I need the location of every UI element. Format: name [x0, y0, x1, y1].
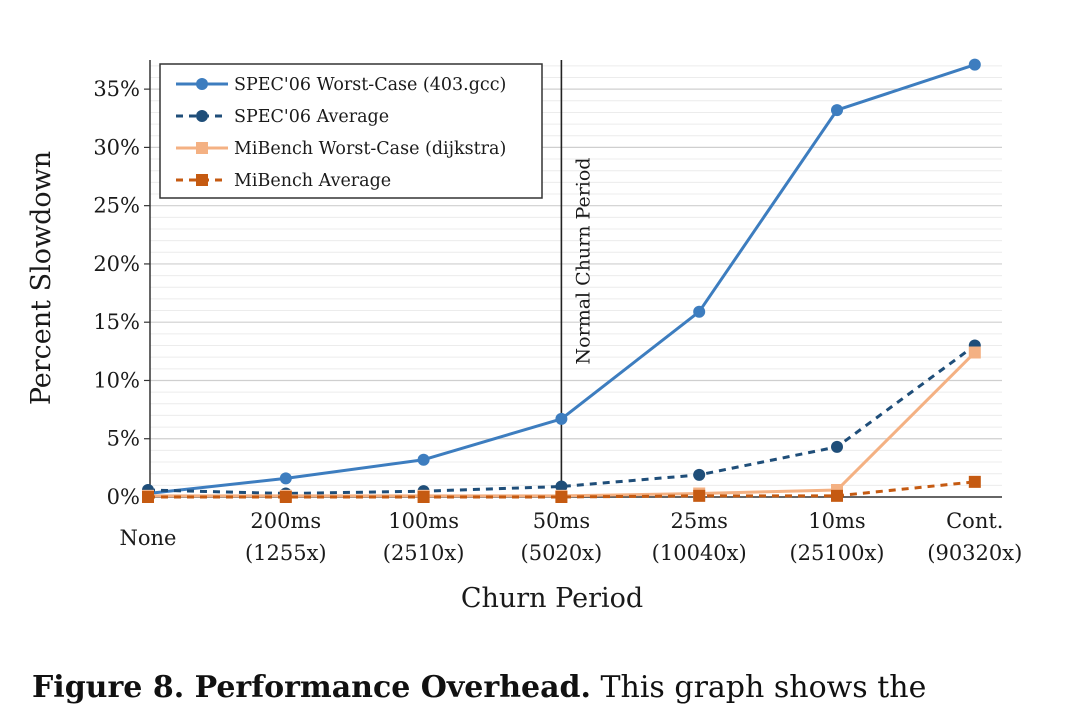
x-tick-label: Cont. [946, 509, 1003, 533]
y-tick-labels: 0% 5% 10% 15% 20% 25% 30% 35% [93, 77, 140, 509]
x-axis-title: Churn Period [461, 583, 643, 614]
x-tick-label: 50ms [533, 509, 590, 533]
series-3 [142, 475, 981, 503]
legend-item: SPEC'06 Average [176, 107, 389, 127]
x-tick-label: 100ms [388, 509, 459, 533]
x-tick-sublabel: (5020x) [521, 541, 603, 565]
legend-item: MiBench Average [176, 171, 391, 191]
data-point [279, 472, 292, 485]
y-tick-label: 15% [93, 310, 140, 334]
legend: SPEC'06 Worst-Case (403.gcc) SPEC'06 Aver… [159, 63, 543, 199]
legend-marker [196, 142, 208, 154]
data-point [968, 346, 981, 359]
legend-label: SPEC'06 Worst-Case (403.gcc) [234, 75, 506, 95]
caption-text: This graph shows the [590, 670, 927, 705]
x-tick-labels: None 200ms (1255x) 100ms (2510x) 50ms (5020x) 2… [120, 509, 1023, 565]
y-tick-label: 30% [93, 135, 140, 159]
figure-caption: Figure 8. Performance Overhead. This gra… [32, 670, 926, 705]
x-tick-sublabel: (90320x) [927, 541, 1022, 565]
data-point [555, 412, 568, 425]
data-point [693, 489, 706, 502]
caption-bold: Figure 8. Performance Overhead. [32, 670, 591, 705]
grid-lines [150, 65, 1002, 486]
line-chart: 0% 5% 10% 15% 20% 25% 30% 35% None 200ms (1255x) 1… [26, 58, 1023, 614]
y-tick-label: 5% [107, 427, 140, 451]
y-axis-title: Percent Slowdown [26, 151, 57, 405]
x-tick-sublabel: (25100x) [789, 541, 884, 565]
data-point [831, 104, 843, 117]
x-tick-sublabel: (2510x) [383, 541, 465, 565]
data-point [693, 305, 706, 318]
x-tick-sublabel: (10040x) [652, 541, 747, 565]
normal-churn-label: Normal Churn Period [572, 158, 594, 365]
data-point [417, 491, 430, 503]
data-point [968, 475, 981, 488]
legend-marker [196, 174, 208, 186]
data-point [555, 491, 568, 503]
legend-label: MiBench Worst-Case (dijkstra) [234, 139, 506, 159]
data-point [555, 480, 568, 493]
y-tick-label: 10% [93, 368, 140, 392]
y-tick-label: 25% [93, 194, 140, 218]
legend-label: SPEC'06 Average [234, 107, 389, 127]
y-tick-label: 35% [93, 77, 140, 101]
x-tick-label: 25ms [670, 509, 727, 533]
y-tick-label: 20% [93, 252, 140, 276]
x-tick-label: 200ms [250, 509, 321, 533]
data-point [279, 491, 292, 503]
data-point [693, 468, 706, 481]
x-tick-sublabel: (1255x) [245, 541, 327, 565]
annotations: Normal Churn Period [560, 60, 594, 497]
data-point [968, 58, 981, 71]
legend-marker [196, 110, 208, 122]
legend-label: MiBench Average [234, 171, 391, 191]
y-tick-label: 0% [107, 485, 140, 509]
data-point [831, 440, 843, 453]
x-tick-label: 10ms [808, 509, 865, 533]
x-tick-label: None [120, 526, 177, 550]
legend-marker [196, 78, 208, 90]
data-point [417, 453, 430, 466]
legend-item: SPEC'06 Worst-Case (403.gcc) [176, 75, 506, 95]
data-point [831, 489, 843, 502]
legend-box [159, 63, 543, 199]
legend-item: MiBench Worst-Case (dijkstra) [176, 139, 506, 159]
series-group [142, 58, 981, 503]
data-point [142, 491, 154, 503]
